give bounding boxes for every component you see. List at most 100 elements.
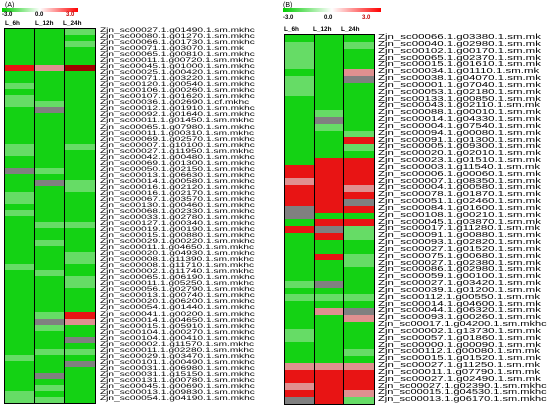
heatmap-cell: [65, 360, 95, 367]
heatmap-cell: [344, 226, 374, 234]
gene-label: Zjn_sc00131.1.g00780.1.sm.mkhc: [100, 376, 255, 384]
heatmap-cell: [285, 280, 315, 288]
gene-label: Zjn_sc00051.1.g02460.1.sm.mk: [378, 197, 541, 205]
heatmap-cell: [344, 82, 374, 90]
heatmap-cell: [35, 234, 65, 241]
heatmap-cell: [314, 280, 345, 288]
gene-label: Zjn_sc00069.1.g01300.1.sm.mkhc: [100, 159, 255, 167]
heatmap-cell: [35, 173, 65, 180]
heatmap-cell: [35, 348, 65, 355]
heatmap-cell: [285, 96, 315, 104]
heatmap-cell: [344, 198, 374, 206]
heatmap-cell: [344, 205, 374, 213]
gene-label: Zjn_sc00027.1.g02490.1.sm.mk: [378, 374, 541, 383]
gene-label: Zjn_sc00054.1.g04190.1.sm.mkhc: [100, 394, 255, 402]
heatmap-cell: [314, 116, 345, 124]
heatmap-cell: [5, 360, 35, 367]
heatmap-row: [5, 83, 95, 90]
heatmap-cell: [5, 119, 35, 126]
heatmap-cell: [285, 294, 315, 302]
heatmap-cell: [344, 130, 374, 138]
gene-label: Zjn_sc00050.1.g02150.1.sm.mkhc: [100, 165, 255, 173]
heatmap-cell: [5, 240, 35, 247]
heatmap-cell: [344, 308, 374, 315]
heatmap-row: [5, 270, 95, 277]
heatmap-cell: [65, 294, 95, 301]
heatmap-row: [5, 330, 95, 337]
heatmap-cell: [35, 264, 65, 271]
heatmap-cell: [65, 222, 95, 229]
heatmap-row: [285, 75, 374, 83]
heatmap-cell: [285, 130, 315, 138]
heatmap-cell: [314, 219, 345, 227]
heatmap-cell: [35, 119, 65, 126]
heatmap-cell: [314, 62, 345, 70]
heatmap-cell: [5, 167, 35, 174]
heatmap-row: [5, 191, 95, 198]
gene-label: Zjn_sc00120.1.g00540.1.sm.mkhc: [100, 81, 255, 89]
heatmap-cell: [285, 233, 315, 240]
heatmap-cell: [35, 107, 65, 114]
heatmap-row: [285, 253, 374, 261]
heatmap-cell: [65, 318, 95, 325]
heatmap-cell: [65, 378, 95, 385]
heatmap-row: [285, 151, 374, 158]
heatmap-cell: [65, 282, 95, 289]
heatmap-cell: [35, 306, 65, 313]
heatmap-cell: [5, 209, 35, 216]
heatmap-cell: [344, 294, 374, 302]
gene-label: Zjn_sc00133.1.g00850.1.sm.mk: [378, 94, 541, 103]
heatmap-cell: [65, 71, 95, 78]
heatmap-row: [285, 383, 374, 391]
heatmap-cell: [5, 53, 35, 60]
heatmap-row: [285, 62, 374, 70]
heatmap-row: [5, 222, 95, 229]
heatmap-cell: [344, 151, 374, 158]
heatmap-cell: [314, 212, 345, 220]
heatmap-cell: [65, 390, 95, 397]
gene-label: Zjn_sc00011.1.g01450.1.sm.mkhc: [100, 117, 255, 125]
heatmap-cell: [285, 396, 315, 404]
heatmap-row: [5, 41, 95, 48]
heatmap-cell: [344, 144, 374, 152]
heatmap-row: [5, 228, 95, 235]
heatmap-row: [5, 149, 95, 156]
heatmap-cell: [314, 267, 345, 274]
heatmap-row: [285, 267, 374, 274]
heatmap-cell: [35, 372, 65, 379]
heatmap-cell: [314, 171, 345, 179]
gene-label: Zjn_sc00065.1.g00810.1.sm.mkhc: [100, 51, 255, 59]
panel-a-heatmap: [4, 28, 96, 404]
heatmap-cell: [314, 308, 345, 315]
heatmap-cell: [344, 116, 374, 124]
heatmap-cell: [5, 215, 35, 222]
heatmap-cell: [314, 48, 345, 56]
heatmap-cell: [35, 197, 65, 204]
heatmap-cell: [285, 75, 315, 83]
panel-b: (B) -3.0 0.0 3.0 L_6h L_12h L_24h Zjn_sc…: [278, 0, 550, 408]
heatmap-cell: [285, 110, 315, 117]
heatmap-cell: [5, 131, 35, 138]
panel-b-heatmap: [284, 34, 375, 405]
heatmap-cell: [285, 383, 315, 391]
heatmap-cell: [344, 362, 374, 370]
heatmap-cell: [35, 336, 65, 343]
gene-label: Zjn_sc00094.1.g00080.1.sm.mk: [378, 128, 541, 137]
heatmap-row: [285, 226, 374, 234]
panel-a-col-l6h: L_6h: [5, 20, 20, 27]
heatmap-cell: [285, 123, 315, 131]
gene-label: Zjn_sc00075.1.g00680.1.sm.mk: [378, 251, 541, 260]
heatmap-cell: [35, 312, 65, 319]
heatmap-cell: [35, 179, 65, 186]
heatmap-cell: [344, 89, 374, 97]
heatmap-cell: [5, 47, 35, 54]
heatmap-cell: [35, 240, 65, 247]
heatmap-cell: [35, 342, 65, 349]
heatmap-cell: [65, 336, 95, 343]
heatmap-cell: [5, 312, 35, 319]
gene-label: Zjn_sc00054.1.g01440.1.sm.mkhc: [100, 304, 255, 312]
gene-label: Zjn_sc00033.1.g02780.1.sm.mkhc: [100, 214, 255, 221]
heatmap-cell: [35, 137, 65, 144]
heatmap-cell: [285, 212, 315, 220]
gene-label: Zjn_sc00027.1.g02380.1.sm.mk: [378, 258, 541, 267]
